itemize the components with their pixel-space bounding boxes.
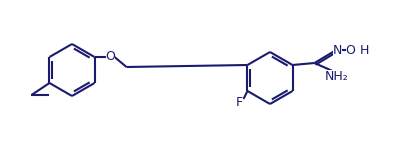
Text: O: O: [346, 44, 355, 57]
Text: NH₂: NH₂: [325, 69, 349, 82]
Text: H: H: [360, 44, 369, 57]
Text: F: F: [236, 96, 243, 110]
Text: N: N: [333, 44, 342, 57]
Text: O: O: [105, 51, 116, 63]
